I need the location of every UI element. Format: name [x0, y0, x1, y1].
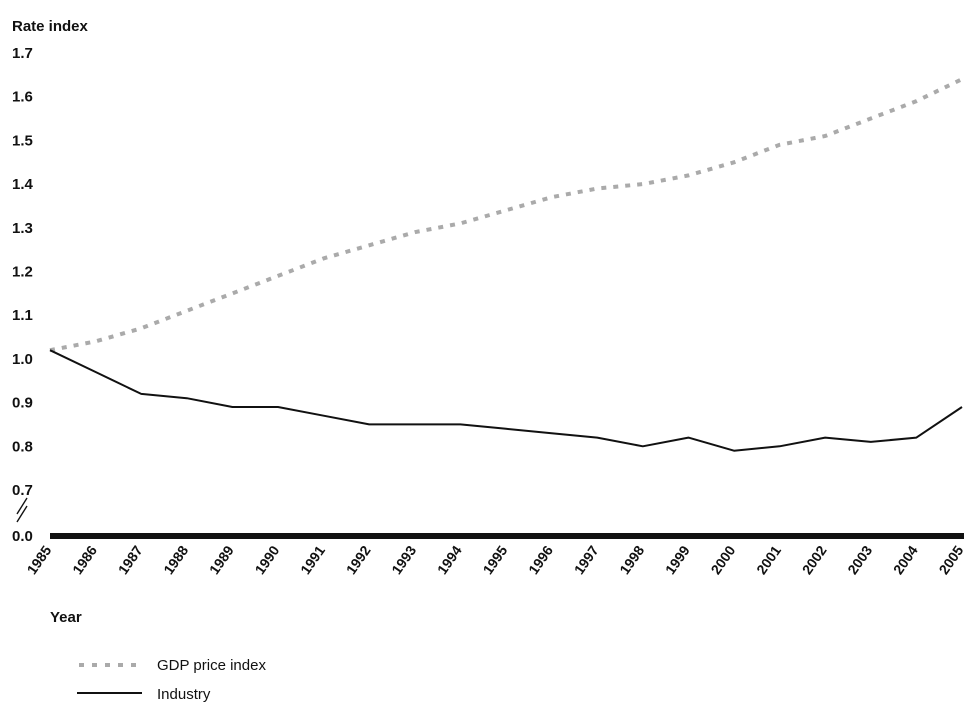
x-tick-label: 1993: [388, 542, 419, 577]
x-tick-label: 1996: [525, 542, 556, 577]
x-tick-label: 2005: [935, 542, 964, 577]
y-tick-label: 1.2: [12, 264, 33, 281]
y-tick-labels: 1.7 1.6 1.5 1.4 1.3 1.2 1.1 1.0 0.9 0.8 0.7 0.0: [12, 45, 34, 545]
y-tick-label: 1.0: [12, 351, 33, 368]
y-tick-label: 1.7: [12, 45, 33, 62]
x-tick-label: 2002: [799, 542, 830, 577]
x-tick-label: 1999: [662, 542, 693, 577]
y-tick-label: 0.7: [12, 482, 33, 499]
y-tick-label: 0.0: [12, 528, 33, 545]
series-line-industry: [49, 349, 963, 452]
x-tick-label: 1987: [115, 542, 146, 577]
series-line-gdp-price-index: [49, 77, 963, 353]
y-tick-label: 1.4: [12, 176, 34, 193]
x-tick-label: 1988: [160, 542, 191, 577]
x-tick-label: 1989: [206, 542, 237, 577]
y-axis-title: Rate index: [12, 18, 89, 35]
x-tick-label: 1986: [69, 542, 100, 577]
x-tick-label: 2000: [707, 542, 738, 577]
x-tick-label: 1991: [297, 542, 328, 577]
x-tick-label: 1995: [479, 542, 510, 577]
x-tick-label: 1990: [251, 542, 282, 577]
y-tick-label: 1.6: [12, 89, 33, 106]
legend: GDP price index Industry: [77, 657, 266, 702]
y-tick-label: 0.8: [12, 438, 33, 455]
y-tick-label: 1.3: [12, 220, 33, 237]
legend-label-industry: Industry: [157, 686, 211, 702]
x-tick-label: 1994: [434, 542, 465, 577]
legend-label-gdp: GDP price index: [157, 657, 266, 674]
x-tick-label: 1985: [23, 542, 54, 577]
x-tick-label: 2003: [844, 542, 875, 577]
axis-break-icon: [16, 497, 28, 523]
y-tick-label: 1.5: [12, 132, 33, 149]
x-tick-label: 1997: [571, 542, 602, 577]
x-axis-title: Year: [50, 609, 82, 626]
x-tick-label: 1998: [616, 542, 647, 577]
y-tick-label: 0.9: [12, 395, 33, 412]
x-tick-label: 2001: [753, 542, 784, 577]
series-group: [49, 77, 963, 452]
x-tick-label: 1992: [343, 542, 374, 577]
y-tick-label: 1.1: [12, 307, 33, 324]
x-tick-labels: 1985 1986 1987 1988 1989 1990 1991 1992 1993 1994…: [23, 542, 964, 577]
x-tick-label: 2004: [890, 542, 921, 577]
